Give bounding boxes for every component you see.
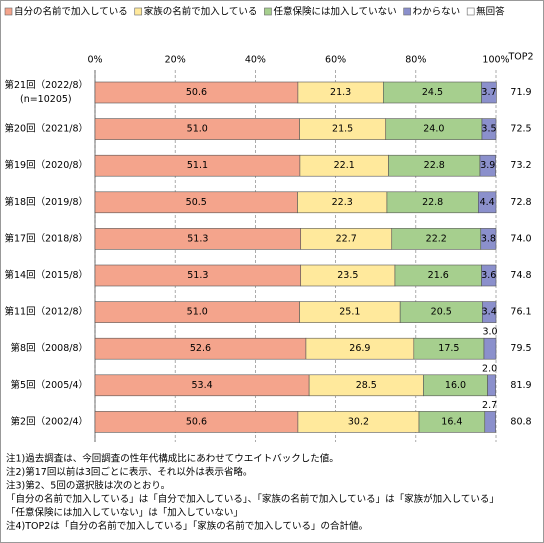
top2-value: 74.0 [510,233,531,244]
value-label: 16.4 [441,416,462,427]
value-label: 50.5 [186,197,207,208]
value-label: 21.6 [428,270,449,281]
bar-segment [479,154,496,177]
top2-value: 81.9 [510,380,531,391]
value-label: 51.0 [187,124,208,135]
bar-segment [478,191,497,214]
value-label: 17.5 [438,343,459,354]
value-label: 24.5 [422,87,443,98]
legend-label: 任意保険には加入していない [273,6,396,18]
value-label: 21.5 [332,124,353,135]
value-label: 3.9 [480,160,495,171]
bar-segment [480,228,497,250]
note: 注1)過去調査は、今回調査の性年代構成比にあわせてウエイトバックした値。 [6,453,339,465]
legend-swatch [466,7,475,16]
value-label: 26.9 [349,343,370,354]
x-tick-label: 40% [245,55,266,66]
bar-segment [487,374,496,397]
value-label: 30.2 [348,416,369,427]
legend-swatch [264,7,272,16]
value-label: 51.3 [187,233,208,244]
value-label: 25.1 [339,307,360,318]
value-label: 2.0 [482,363,497,374]
value-label: 3.6 [481,270,496,281]
x-tick-label: 20% [165,55,186,66]
note: 注4)TOP2は「自分の名前で加入している」「家族の名前で加入している」の合計値… [6,520,368,532]
legend-label: 無回答 [476,6,505,18]
y-tick-label: 第19回（2020/8） [4,159,88,171]
bar-segment [481,118,497,140]
value-label: 2.7 [482,400,497,411]
legend-swatch [4,7,13,16]
value-label: 50.6 [186,416,207,427]
note: 「任意保険には加入していない」は「加入していない」 [6,507,243,519]
top2-value: 72.8 [510,197,531,208]
x-tick-label: 80% [405,55,426,66]
value-label: 22.2 [426,233,447,244]
value-label: 28.5 [356,380,377,391]
legend-label: 家族の名前で加入している [144,6,258,18]
value-label: 21.3 [330,87,351,98]
value-label: 3.5 [481,124,496,135]
legend-label: わからない [413,7,461,18]
value-label: 51.1 [187,160,208,171]
top2-value: 76.1 [510,307,531,318]
y-tick-label: 第8回（2008/8） [11,342,88,354]
bar-segment [484,411,496,433]
y-tick-label: 第17回（2018/8） [4,232,88,244]
bar-segment [482,301,497,323]
value-label: 3.7 [481,87,496,98]
value-label: 22.8 [424,160,445,171]
x-tick-label: 100% [482,55,509,66]
top2-value: 71.9 [510,87,531,98]
x-tick-label: 0% [87,55,102,66]
top2-header: TOP2 [507,52,533,63]
y-tick-label: 第18回（2019/8） [4,196,88,208]
value-label: 50.6 [186,87,207,98]
note: 注3)第2、5回の選択肢は次のとおり。 [6,480,170,492]
y-tick-label: 第11回（2012/8） [4,306,88,318]
value-label: 23.5 [337,270,358,281]
y-tick-label: 第20回（2021/8） [4,123,88,135]
value-label: 22.1 [334,160,355,171]
legend-swatch [403,7,411,16]
value-label: 20.5 [431,307,452,318]
y-tick-label: 第14回（2015/8） [4,269,88,281]
legend-swatch [134,7,143,16]
value-label: 24.0 [423,124,444,135]
y-tick-label: 第21回（2022/8） [4,79,88,91]
value-label: 3.8 [481,233,496,244]
value-label: 51.3 [187,270,208,281]
top2-value: 73.2 [510,160,531,171]
value-label: 51.0 [187,307,208,318]
top2-value: 80.8 [510,416,531,427]
value-label: 22.7 [336,233,357,244]
note: 「自分の名前で加入している」は「自分で加入している」、「家族の名前で加入している… [6,493,499,505]
y-tick-label: 第2回（2002/4） [11,415,88,427]
sample-size: (n=10205) [20,94,72,105]
bar-segment [481,81,497,104]
top2-value: 74.8 [510,270,531,281]
value-label: 22.8 [422,197,443,208]
value-label: 53.4 [191,380,212,391]
bar-segment [481,264,497,287]
top2-value: 79.5 [510,343,531,354]
bar-segment [483,337,497,360]
legend-label: 自分の名前で加入している [14,6,128,18]
value-label: 22.3 [332,197,353,208]
value-label: 16.0 [445,380,466,391]
value-label: 3.4 [482,307,497,318]
y-tick-label: 第5回（2005/4） [11,379,88,391]
note: 注2)第17回以前は3回ごとに表示、それ以外は表示省略。 [6,466,252,478]
value-label: 4.4 [480,197,495,208]
value-label: 52.6 [190,343,211,354]
x-tick-label: 60% [325,55,346,66]
value-label: 3.0 [482,327,497,338]
top2-value: 72.5 [510,124,531,135]
